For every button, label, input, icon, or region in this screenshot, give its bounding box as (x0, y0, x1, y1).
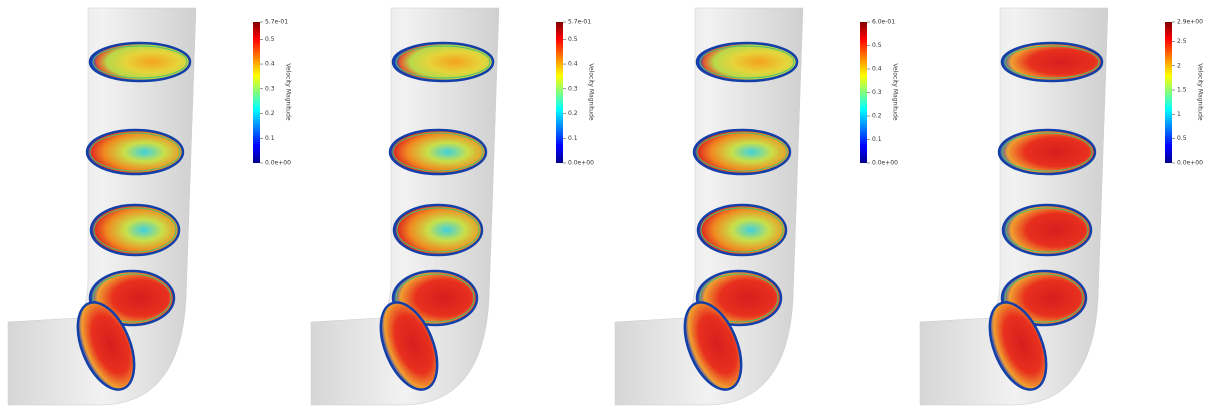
colorbar-tick-label: 0.3 (265, 85, 275, 92)
velocity-slice (394, 205, 482, 255)
colorbar-tick-label: 2.5 (1177, 38, 1187, 45)
colorbar-tick-label: 0.2 (265, 110, 275, 117)
panel: 5.7e-01 0.5 0.4 0.3 0.2 0.1 0.0e+00 Velocity Ma… (8, 8, 292, 405)
colorbar-tick-label: 0.3 (568, 85, 578, 92)
colorbar-tick-label: 0.5 (872, 42, 882, 49)
velocity-slice (697, 43, 797, 81)
figure: 5.7e-01 0.5 0.4 0.3 0.2 0.1 0.0e+00 Velocity Ma… (0, 0, 1220, 409)
colorbar (1165, 22, 1172, 163)
colorbar-tick-label: 0.0e+00 (568, 160, 594, 167)
velocity-slice (999, 130, 1095, 174)
colorbar-tick-label: 1 (1177, 111, 1181, 118)
velocity-slice (91, 205, 179, 255)
colorbar-tick-label: 0.5 (1177, 135, 1187, 142)
colorbar-tick-label: 0.5 (568, 36, 578, 43)
colorbar-tick-label: 0.0e+00 (265, 160, 291, 167)
colorbar-title: Velocity Magnitude (1197, 63, 1204, 121)
colorbar-tick-label: 0.0e+00 (1177, 160, 1203, 167)
colorbar-tick-label: 1.5 (1177, 87, 1187, 94)
velocity-slice (90, 43, 190, 81)
velocity-slice (1003, 205, 1091, 255)
colorbar-tick-label: 6.0e-01 (872, 19, 895, 26)
colorbar-tick-label: 0.2 (872, 113, 882, 120)
colorbar-tick-label: 0.4 (265, 61, 275, 68)
colorbar-title: Velocity Magnitude (588, 63, 595, 121)
panel: 6.0e-01 0.5 0.4 0.3 0.2 0.1 0.0e+00 Velocity Ma… (615, 8, 899, 405)
colorbar-tick-label: 0.0e+00 (872, 160, 898, 167)
colorbar-title: Velocity Magnitude (892, 63, 899, 121)
colorbar-tick-label: 0.1 (872, 136, 882, 143)
colorbar-tick-label: 5.7e-01 (265, 19, 288, 26)
colorbar-tick-label: 0.5 (265, 36, 275, 43)
colorbar-tick-label: 0.2 (568, 110, 578, 117)
colorbar-tick-label: 0.4 (872, 66, 882, 73)
velocity-slice (390, 130, 486, 174)
colorbar-tick-label: 0.1 (568, 135, 578, 142)
velocity-slice (393, 43, 493, 81)
colorbar-tick-label: 2.9e+00 (1177, 19, 1203, 26)
colorbar (253, 22, 260, 163)
colorbar-title: Velocity Magnitude (285, 63, 292, 121)
colorbar-tick-label: 0.3 (872, 89, 882, 96)
panel: 2.9e+00 2.5 2 1.5 1 0.5 0.0e+00 Velocity Magnit… (920, 8, 1204, 405)
panel: 5.7e-01 0.5 0.4 0.3 0.2 0.1 0.0e+00 Velocity Ma… (311, 8, 595, 405)
colorbar-tick-label: 0.4 (568, 61, 578, 68)
velocity-slice (87, 130, 183, 174)
colorbar-tick-label: 2 (1177, 62, 1181, 69)
colorbar-tick-label: 0.1 (265, 135, 275, 142)
colorbar (860, 22, 867, 163)
colorbar-tick-label: 5.7e-01 (568, 19, 591, 26)
velocity-slice (698, 205, 786, 255)
colorbar (556, 22, 563, 163)
velocity-slice (694, 130, 790, 174)
velocity-slice (1002, 43, 1102, 81)
